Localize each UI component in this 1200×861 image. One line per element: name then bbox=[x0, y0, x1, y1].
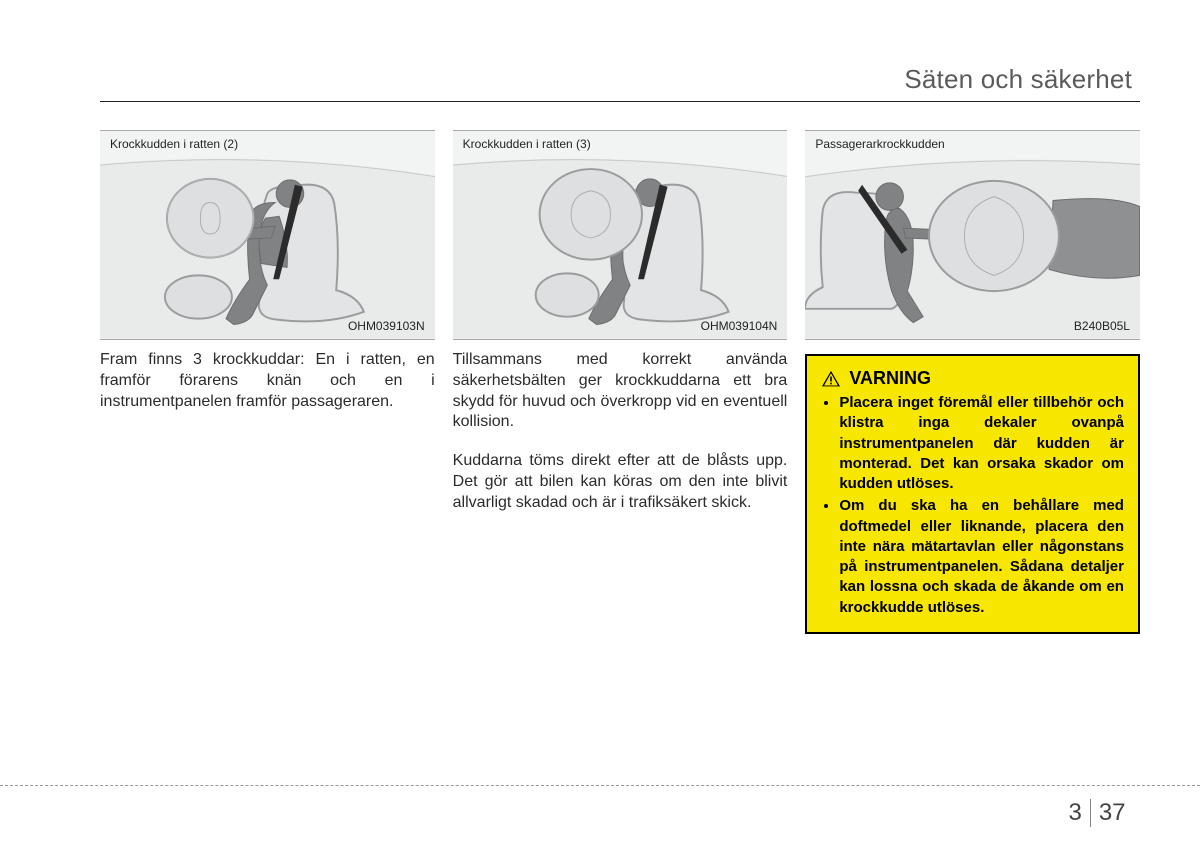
airbag-passenger-illustration bbox=[805, 131, 1140, 339]
warning-box: VARNING Placera inget föremål eller till… bbox=[805, 354, 1140, 634]
chapter-number: 3 bbox=[1068, 799, 1081, 827]
middle-text-1: Tillsammans med korrekt använda säkerhet… bbox=[453, 350, 788, 433]
page-index: 37 bbox=[1099, 799, 1126, 827]
page-number: 3 37 bbox=[1054, 796, 1140, 830]
airbag-driver-illustration-2 bbox=[100, 131, 435, 339]
warning-triangle-icon bbox=[821, 370, 841, 388]
page-title: Säten och säkerhet bbox=[904, 64, 1132, 94]
figure-caption: Krockkudden i ratten (2) bbox=[110, 137, 238, 151]
figure-code: OHM039104N bbox=[701, 319, 778, 333]
figure-code: OHM039103N bbox=[348, 319, 425, 333]
page-separator bbox=[1090, 799, 1091, 827]
airbag-driver-illustration-3 bbox=[453, 131, 788, 339]
warning-list: Placera inget föremål eller tillbehör oc… bbox=[821, 393, 1124, 618]
warning-item: Placera inget föremål eller tillbehör oc… bbox=[839, 393, 1124, 494]
left-text: Fram finns 3 krockkuddar: En i ratten, e… bbox=[100, 350, 435, 412]
figure-caption: Passagerarkrockkudden bbox=[815, 137, 944, 151]
page-header: Säten och säkerhet bbox=[100, 64, 1140, 95]
figure-driver-airbag-3: Krockkudden i ratten (3) bbox=[453, 130, 788, 340]
warning-item: Om du ska ha en behållare med doftmedel … bbox=[839, 496, 1124, 618]
header-rule bbox=[100, 101, 1140, 102]
figure-code: B240B05L bbox=[1074, 319, 1130, 333]
col-left: Krockkudden i ratten (2) bbox=[100, 130, 435, 634]
middle-text-2: Kuddarna töms direkt efter att de blåsts… bbox=[453, 451, 788, 513]
warning-head: VARNING bbox=[821, 368, 1124, 389]
figure-driver-airbag-2: Krockkudden i ratten (2) bbox=[100, 130, 435, 340]
col-right: Passagerarkrockkudden bbox=[805, 130, 1140, 634]
page-footer: 3 37 bbox=[0, 785, 1200, 833]
figure-passenger-airbag: Passagerarkrockkudden bbox=[805, 130, 1140, 340]
warning-title: VARNING bbox=[849, 368, 931, 389]
content-columns: Krockkudden i ratten (2) bbox=[100, 130, 1140, 634]
col-middle: Krockkudden i ratten (3) bbox=[453, 130, 788, 634]
figure-caption: Krockkudden i ratten (3) bbox=[463, 137, 591, 151]
